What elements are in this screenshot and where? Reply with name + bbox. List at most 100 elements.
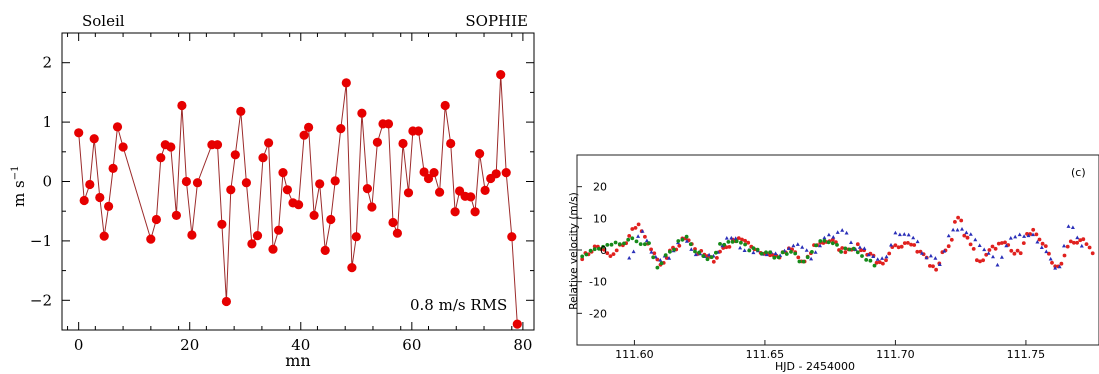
right-data-point: [729, 235, 734, 240]
left-data-point: [341, 78, 351, 88]
right-data-point: [1078, 238, 1083, 243]
right-data-point: [1017, 232, 1022, 237]
right-data-point: [797, 259, 802, 264]
right-data-point: [822, 235, 827, 240]
right-data-point: [764, 252, 769, 257]
right-data-point: [667, 256, 672, 260]
left-data-point: [79, 195, 89, 206]
right-data-point: [791, 243, 796, 248]
left-y-axis-label: m s−1: [10, 166, 28, 207]
right-data-point: [1026, 233, 1031, 238]
right-data-point: [647, 241, 651, 246]
right-data-point: [630, 227, 635, 231]
left-data-point: [118, 142, 128, 152]
right-data-point: [638, 242, 643, 247]
right-data-point: [1062, 253, 1067, 258]
left-y-tick-label: 1: [42, 113, 52, 131]
left-data-point: [99, 231, 109, 241]
right-data-point: [949, 237, 954, 242]
left-data-point: [274, 225, 284, 235]
right-data-point: [655, 265, 660, 270]
right-data-point: [668, 249, 672, 254]
right-data-point: [1053, 266, 1058, 270]
panel-label: (c): [1071, 166, 1086, 179]
left-data-point: [388, 217, 398, 228]
left-data-point: [226, 185, 236, 195]
right-data-point: [893, 243, 898, 248]
right-x-tick-label: 111.70: [876, 348, 915, 361]
left-data-point: [423, 173, 434, 184]
right-data-point: [743, 242, 747, 247]
left-data-point: [351, 232, 361, 242]
right-data-point: [956, 215, 960, 220]
right-data-point: [843, 250, 848, 255]
left-data-point: [212, 140, 223, 150]
right-data-point: [751, 250, 756, 255]
right-data-point: [1059, 261, 1064, 266]
right-data-point: [626, 237, 631, 242]
right-data-point: [830, 237, 835, 242]
right-data-point: [800, 245, 805, 249]
right-data-point: [724, 236, 729, 240]
right-data-point: [906, 232, 911, 237]
right-data-point: [934, 267, 938, 272]
right-data-point: [964, 230, 969, 235]
right-data-point: [1062, 243, 1066, 248]
left-data-point: [326, 214, 336, 225]
right-data-point: [946, 233, 951, 238]
right-data-point: [611, 252, 616, 256]
left-data-point: [74, 128, 84, 138]
right-data-point: [592, 247, 597, 252]
left-y-tick-label: 0: [42, 173, 52, 191]
right-data-point: [617, 242, 622, 247]
right-data-point: [874, 260, 879, 265]
right-data-point: [780, 250, 785, 255]
left-data-point: [496, 70, 506, 80]
left-data-point: [104, 201, 114, 211]
right-data-point: [1000, 241, 1004, 245]
right-data-point: [804, 248, 809, 252]
right-data-point: [1013, 234, 1018, 239]
right-data-point: [840, 246, 845, 250]
left-data-point: [282, 185, 292, 195]
right-data-point: [663, 253, 668, 257]
left-data-point: [89, 134, 99, 144]
right-data-point: [742, 248, 747, 252]
right-data-point: [772, 255, 777, 260]
right-data-point: [677, 243, 682, 248]
right-data-point: [906, 241, 910, 245]
right-data-point: [931, 264, 935, 269]
right-data-point: [959, 218, 964, 223]
right-data-point: [764, 250, 768, 255]
left-data-point: [362, 184, 372, 194]
right-data-point: [676, 239, 681, 243]
left-x-tick-label: 20: [180, 336, 199, 354]
right-data-point: [887, 251, 892, 256]
right-data-point: [991, 254, 995, 259]
right-data-point: [877, 260, 882, 265]
left-data-point: [156, 153, 166, 163]
right-data-point: [688, 242, 693, 247]
right-data-point: [627, 255, 632, 260]
right-data-point: [987, 248, 992, 252]
left-data-point: [347, 263, 357, 273]
left-data-point: [320, 245, 330, 255]
right-data-point: [830, 241, 835, 246]
right-data-point: [1012, 251, 1017, 256]
right-data-point: [592, 244, 597, 249]
right-data-point: [831, 235, 836, 239]
right-data-point: [730, 240, 735, 244]
left-x-tick-label: 40: [291, 336, 310, 354]
right-data-point: [722, 242, 727, 247]
right-data-point: [784, 252, 789, 256]
right-data-point: [933, 256, 938, 260]
right-data-point: [818, 243, 822, 248]
right-axes-group: 20 10 0 -10 -20 111.60 111.65 111.70 111.75: [577, 181, 1045, 361]
left-data-point: [507, 232, 517, 242]
right-data-point: [1070, 225, 1075, 229]
right-data-point: [843, 246, 848, 251]
left-data-point: [151, 214, 161, 225]
right-data-point: [955, 227, 960, 232]
right-data-point: [896, 245, 901, 250]
